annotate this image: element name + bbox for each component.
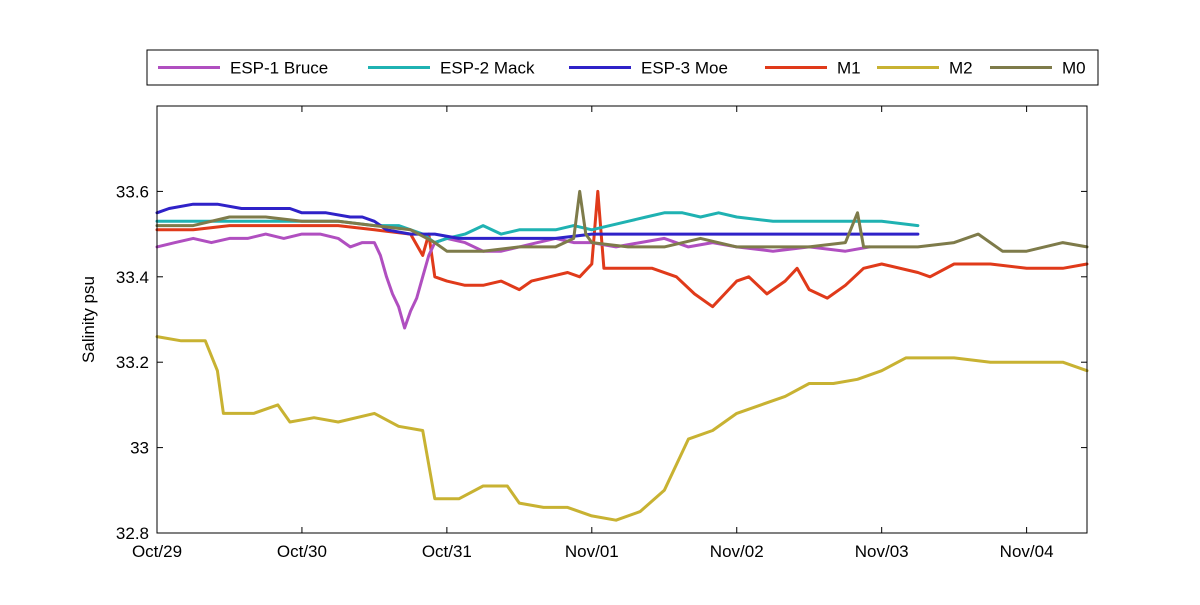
- y-tick-label: 33.4: [116, 268, 149, 287]
- series-line-esp-3-moe: [155, 202, 920, 240]
- y-axis: 32.8 33 33.2 33.4 33.6: [116, 182, 1087, 543]
- series-line-esp-1-bruce: [155, 232, 872, 330]
- legend-label: M2: [949, 59, 973, 78]
- legend: ESP-1 Bruce ESP-2 Mack ESP-3 Moe M1 M2 M0: [146, 49, 1099, 86]
- plot-area: [156, 105, 1088, 534]
- series-line-m0: [155, 189, 1089, 253]
- y-tick-label: 33.2: [116, 353, 149, 372]
- x-tick-label: Oct/31: [422, 542, 472, 561]
- y-tick-label: 33: [130, 439, 149, 458]
- x-tick-label: Nov/04: [1000, 542, 1054, 561]
- x-tick-label: Oct/29: [132, 542, 182, 561]
- plot-border: [156, 105, 1088, 534]
- x-tick-label: Nov/02: [710, 542, 764, 561]
- y-axis-label: Salinity psu: [79, 276, 98, 363]
- legend-label: ESP-3 Moe: [641, 59, 728, 78]
- legend-label: M0: [1062, 59, 1086, 78]
- x-axis: Oct/29 Oct/30 Oct/31 Nov/01 Nov/02 Nov/03 Nov/…: [132, 106, 1054, 561]
- legend-label: ESP-2 Mack: [440, 59, 535, 78]
- series-line-m1: [155, 189, 1089, 309]
- x-tick-label: Nov/03: [855, 542, 909, 561]
- x-tick-label: Nov/01: [565, 542, 619, 561]
- y-tick-label: 32.8: [116, 524, 149, 543]
- series-line-m2: [155, 335, 1089, 522]
- series-layer: [155, 189, 1089, 522]
- y-tick-label: 33.6: [116, 182, 149, 201]
- legend-label: M1: [837, 59, 861, 78]
- x-tick-label: Oct/30: [277, 542, 327, 561]
- legend-label: ESP-1 Bruce: [230, 59, 328, 78]
